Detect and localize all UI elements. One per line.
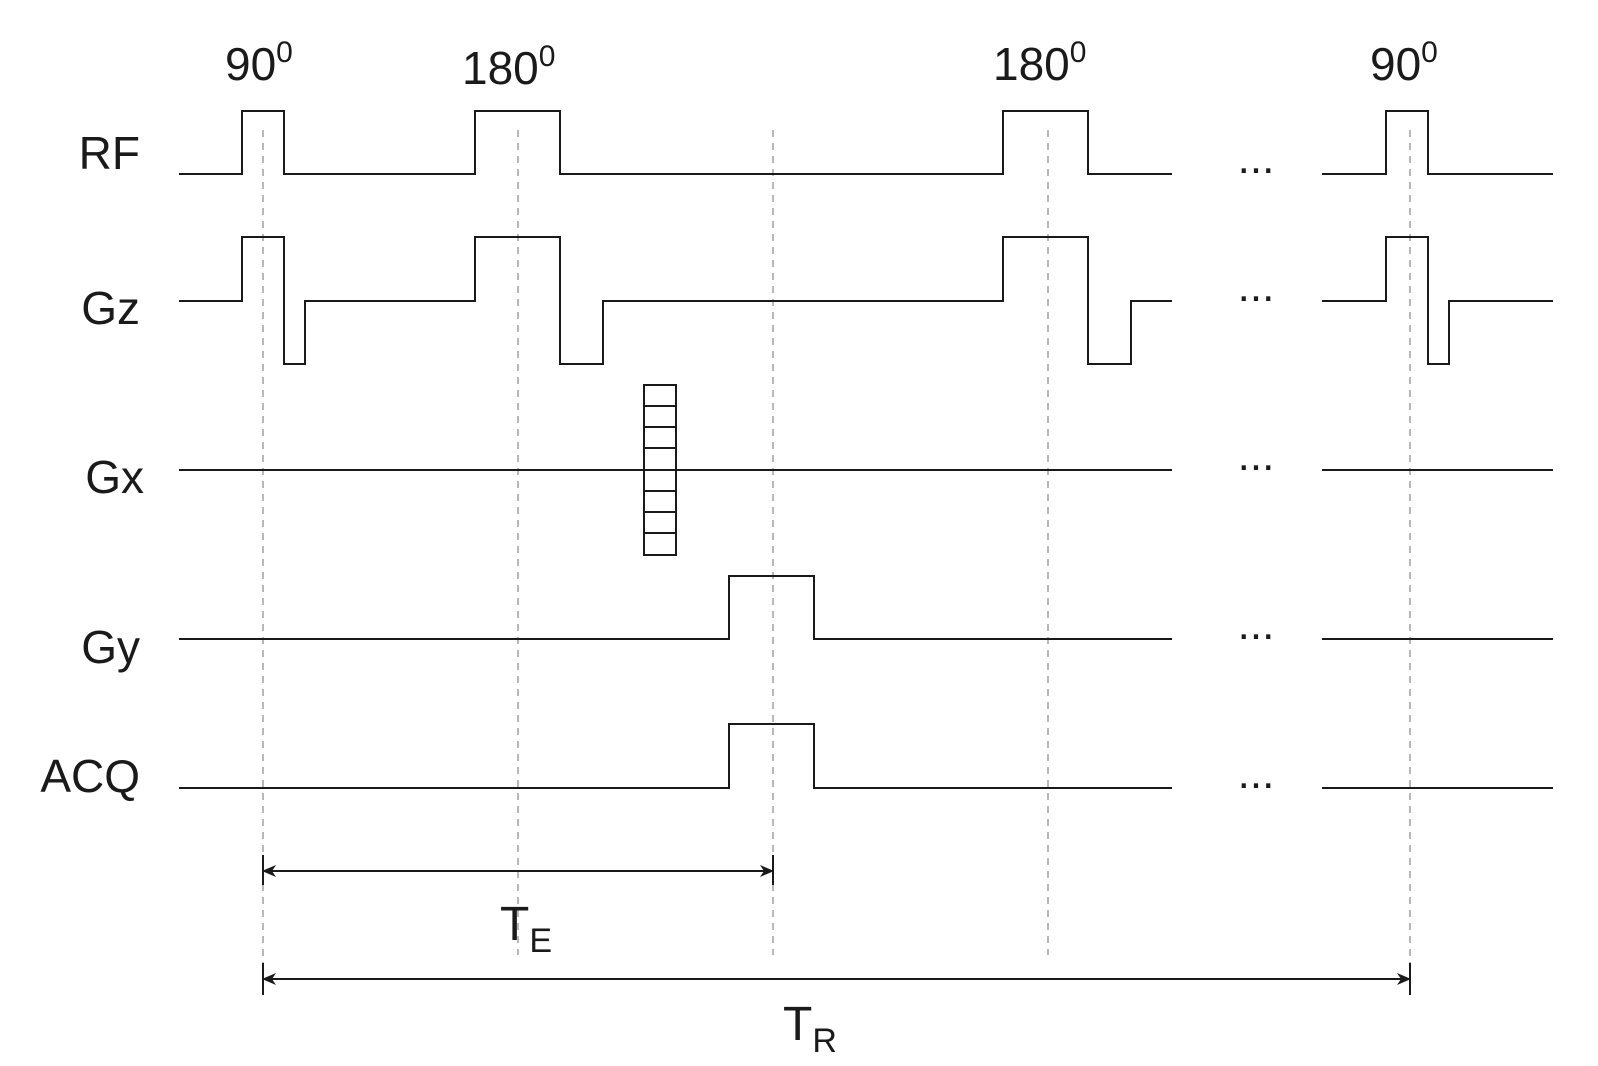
rf-trace xyxy=(179,110,1172,175)
pulse-label-180-second: 1800 xyxy=(993,36,1086,90)
pulse-label-90-first: 900 xyxy=(225,36,293,90)
gy-trace xyxy=(179,575,1172,640)
ellipsis-gy: ... xyxy=(1238,600,1275,649)
pulse-label-90-second: 900 xyxy=(1370,36,1438,90)
phase-encode-table xyxy=(643,384,677,556)
row-label-acq: ACQ xyxy=(40,750,140,802)
tr-label: TR xyxy=(783,998,837,1060)
gz-trace-next xyxy=(1322,236,1553,365)
row-label-rf: RF xyxy=(79,127,140,179)
ellipsis-acq: ... xyxy=(1238,749,1275,798)
ellipsis-gz: ... xyxy=(1238,262,1275,311)
row-label-gz: Gz xyxy=(81,282,140,334)
gz-trace xyxy=(179,236,1172,365)
ellipsis-gx: ... xyxy=(1238,431,1275,480)
row-label-gy: Gy xyxy=(81,621,140,673)
te-label: TE xyxy=(500,898,552,960)
rf-trace-next xyxy=(1322,110,1553,175)
acq-trace xyxy=(179,723,1172,789)
row-label-gx: Gx xyxy=(85,451,144,503)
ellipsis-rf: ... xyxy=(1238,134,1275,183)
pulse-label-180-first: 1800 xyxy=(462,40,555,94)
